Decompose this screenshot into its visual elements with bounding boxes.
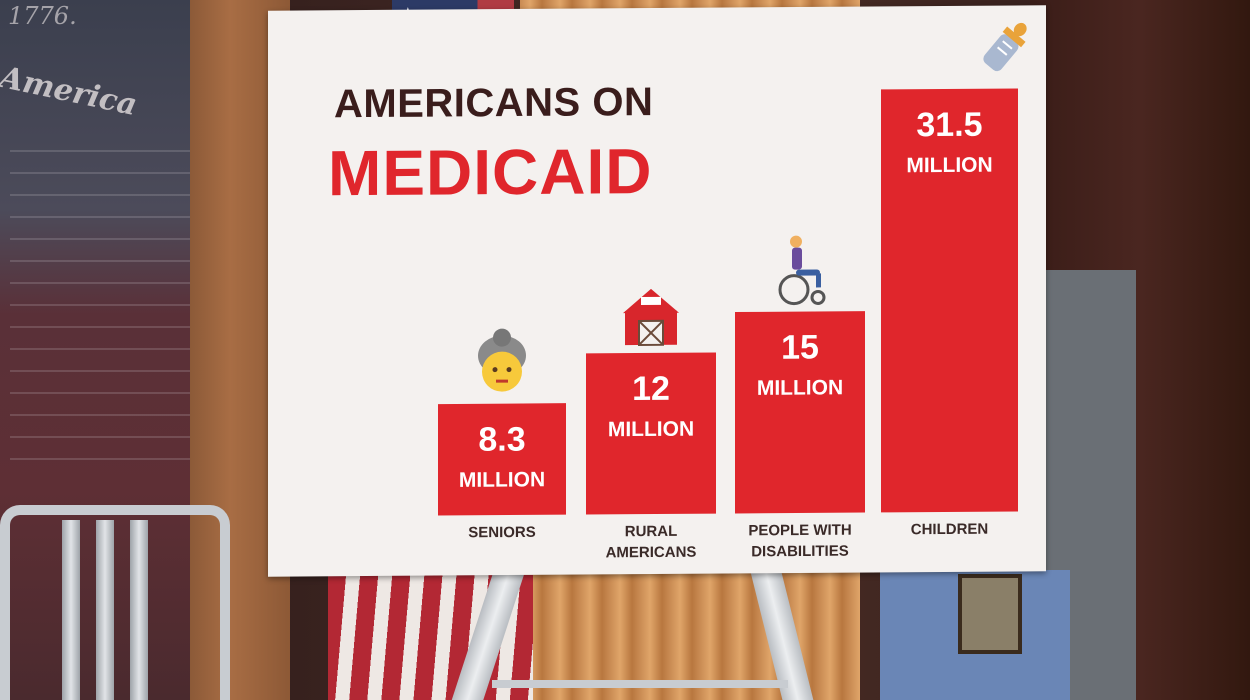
category-label: CHILDREN (911, 521, 988, 539)
category-label: DISABILITIES (751, 543, 849, 561)
chair-slat (96, 520, 114, 700)
category-label: AMERICANS (606, 544, 697, 562)
background-script-lines (10, 150, 200, 480)
bar-4 (881, 88, 1018, 513)
bar-unit-label: MILLION (608, 418, 694, 442)
category-label: RURAL (625, 523, 677, 540)
senior-icon (478, 328, 526, 392)
background-year-text: 1776. (8, 2, 77, 30)
bar-2 (586, 352, 716, 515)
bar-value-label: 8.3 (478, 420, 525, 458)
category-label: PEOPLE WITH (748, 522, 851, 540)
bar-unit-label: MILLION (459, 468, 545, 492)
bar-3 (735, 311, 865, 514)
baby-bottle-icon (983, 22, 1027, 72)
bar-value-label: 31.5 (916, 106, 982, 144)
wheelchair-icon (778, 235, 826, 306)
chair-slat (130, 520, 148, 700)
medicaid-poster: AMERICANS ON MEDICAID 8.3 MILLION SENIORS 1… (268, 5, 1046, 577)
bar-value-label: 12 (632, 370, 670, 408)
metal-chair (0, 505, 230, 700)
category-label: SENIORS (468, 524, 536, 541)
bar-unit-label: MILLION (757, 376, 843, 400)
bar-1 (438, 403, 566, 516)
bar-unit-label: MILLION (906, 154, 992, 178)
picture-frame (958, 574, 1022, 654)
bar-chart: 8.3 MILLION SENIORS 12 MILLION RURAL AMERICANS… (438, 22, 1027, 562)
bar-value-label: 15 (781, 328, 819, 366)
barn-icon (623, 288, 679, 346)
chair-slat (62, 520, 80, 700)
easel-crossbar (492, 680, 788, 688)
